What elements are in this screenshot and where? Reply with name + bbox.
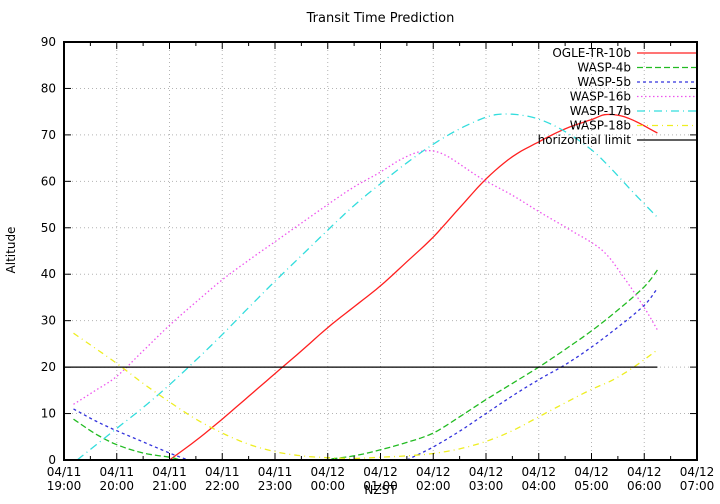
svg-text:10: 10 [41, 407, 56, 421]
x-axis-label: NZST [364, 483, 397, 497]
svg-text:04/12: 04/12 [363, 465, 398, 479]
legend-label: WASP-5b [577, 75, 631, 89]
svg-text:90: 90 [41, 35, 56, 49]
grid [64, 42, 697, 460]
svg-text:04/12: 04/12 [627, 465, 662, 479]
svg-text:04:00: 04:00 [521, 479, 556, 493]
y-tick-labels: 0 10 20 30 40 50 60 70 80 90 [41, 35, 56, 467]
svg-text:19:00: 19:00 [47, 479, 82, 493]
legend: OGLE-TR-10bWASP-4bWASP-5bWASP-16bWASP-17… [538, 46, 696, 147]
svg-text:23:00: 23:00 [258, 479, 293, 493]
svg-text:04/12: 04/12 [574, 465, 609, 479]
svg-text:02:00: 02:00 [416, 479, 451, 493]
svg-text:06:00: 06:00 [627, 479, 662, 493]
svg-text:80: 80 [41, 81, 56, 95]
svg-text:07:00: 07:00 [680, 479, 715, 493]
svg-text:50: 50 [41, 221, 56, 235]
svg-text:30: 30 [41, 314, 56, 328]
series-ogle-tr-10b [169, 113, 658, 461]
svg-text:03:00: 03:00 [469, 479, 504, 493]
svg-text:04/12: 04/12 [416, 465, 451, 479]
svg-text:21:00: 21:00 [152, 479, 187, 493]
legend-label: WASP-17b [570, 104, 631, 118]
series-wasp-18b [73, 332, 658, 460]
svg-text:04/11: 04/11 [47, 465, 82, 479]
series-wasp-4b [73, 269, 658, 461]
svg-text:20:00: 20:00 [99, 479, 134, 493]
svg-text:04/11: 04/11 [99, 465, 134, 479]
svg-text:00:00: 00:00 [310, 479, 345, 493]
svg-text:22:00: 22:00 [205, 479, 240, 493]
chart-title: Transit Time Prediction [306, 11, 455, 26]
plot-frame [63, 41, 698, 461]
svg-text:04/11: 04/11 [258, 465, 293, 479]
svg-text:04/11: 04/11 [205, 465, 240, 479]
svg-text:04/12: 04/12 [310, 465, 345, 479]
svg-text:04/11: 04/11 [152, 465, 187, 479]
legend-label: OGLE-TR-10b [552, 46, 631, 60]
svg-text:20: 20 [41, 360, 56, 374]
legend-label: WASP-18b [570, 119, 631, 133]
svg-text:0: 0 [48, 453, 56, 467]
svg-text:01:00: 01:00 [363, 479, 398, 493]
legend-label: WASP-16b [570, 90, 631, 104]
x-tick-labels: 04/1119:0004/1120:0004/1121:0004/1122:00… [47, 465, 715, 493]
series-wasp-5b [73, 287, 658, 461]
legend-label: horizontial limit [538, 133, 632, 147]
legend-label: WASP-4b [577, 61, 631, 75]
svg-text:04/12: 04/12 [469, 465, 504, 479]
svg-text:60: 60 [41, 174, 56, 188]
svg-text:40: 40 [41, 267, 56, 281]
svg-text:05:00: 05:00 [574, 479, 609, 493]
series-wasp-16b [73, 149, 658, 405]
svg-text:04/12: 04/12 [521, 465, 556, 479]
series-wasp-17b [76, 113, 660, 461]
svg-text:04/12: 04/12 [680, 465, 715, 479]
svg-text:70: 70 [41, 128, 56, 142]
